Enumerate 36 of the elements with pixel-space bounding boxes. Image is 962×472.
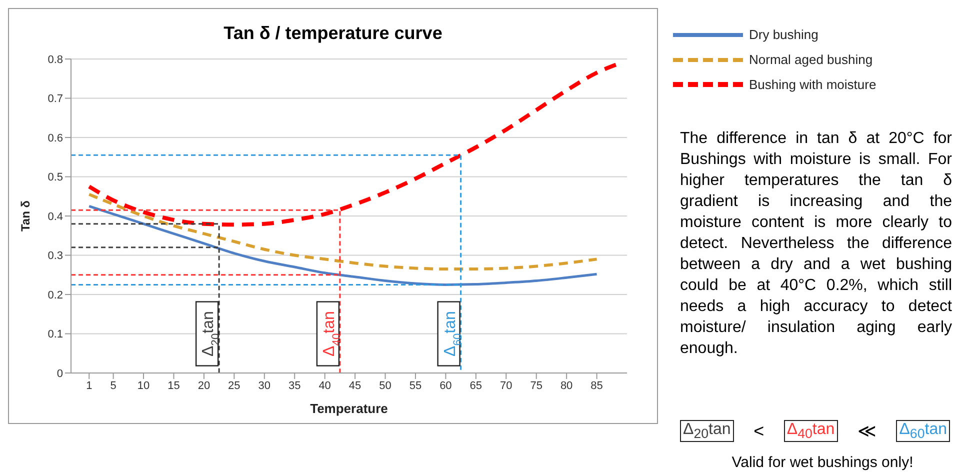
x-tick-label: 55 — [409, 380, 422, 392]
y-tick-label: 0.1 — [48, 328, 63, 341]
x-tick-label: 10 — [137, 380, 150, 392]
x-tick-label: 1 — [86, 380, 92, 392]
x-tick-label: 40 — [318, 380, 331, 392]
x-tick-label: 35 — [288, 380, 301, 392]
x-tick-label: 30 — [258, 380, 271, 392]
x-tick-label: 70 — [500, 380, 512, 392]
x-tick-label: 65 — [470, 380, 482, 392]
x-axis-title: Temperature — [310, 401, 388, 416]
chart-title: Tan δ / temperature curve — [222, 23, 444, 44]
y-tick-label: 0.6 — [48, 132, 63, 144]
legend-label: Dry bushing — [749, 27, 818, 42]
y-axis-title: Tan δ — [18, 200, 32, 232]
text: Δ$_{20}$tan < Δ$_{40}$tan ≪ Δ$_{60}$tan — [683, 420, 947, 442]
y-tick-label: 0.4 — [48, 210, 63, 223]
y-tick-label: 0.2 — [48, 289, 63, 302]
x-tick-label: 20 — [198, 380, 210, 392]
text: The difference in tan δ at 20°C for Bushings with moisture is small. For higher temperatures the tan δ gradient is increasing and the moisture content is more clearly to detect. Nevertheless the difference between a dry and a wet bushing could be at 40°C 0.2%, which still needs a high accuracy to detect moisture/ insulation aging early enough. — [680, 130, 952, 357]
x-tick-label: 5 — [110, 380, 116, 392]
text: Valid for wet bushings only! — [730, 454, 914, 471]
x-tick-label: 25 — [228, 380, 240, 392]
x-tick-label: 80 — [560, 380, 573, 392]
x-tick-label: 50 — [379, 380, 392, 392]
x-tick-label: 15 — [168, 380, 180, 392]
legend-label: Normal aged bushing — [749, 52, 873, 67]
y-tick-label: 0.7 — [48, 93, 63, 106]
x-tick-label: 60 — [440, 380, 452, 392]
y-tick-label: 0.8 — [48, 54, 63, 66]
x-tick-label: 85 — [590, 380, 603, 392]
y-tick-label: 0 — [56, 368, 63, 380]
legend-label: Bushing with moisture — [749, 77, 876, 92]
x-tick-label: 75 — [530, 380, 542, 392]
y-tick-label: 0.5 — [48, 172, 63, 184]
x-tick-label: 45 — [348, 380, 362, 392]
y-tick-label: 0.3 — [48, 250, 63, 262]
